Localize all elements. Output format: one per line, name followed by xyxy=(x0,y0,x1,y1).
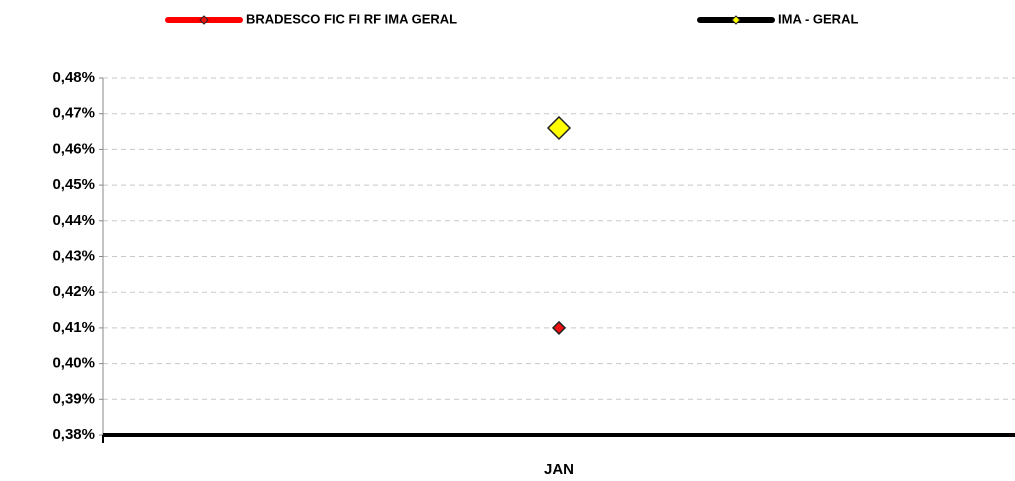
x-tick-label: JAN xyxy=(544,461,574,478)
y-tick-label: 0,43% xyxy=(52,247,95,264)
marker xyxy=(546,115,572,141)
y-tick-label: 0,45% xyxy=(52,176,95,193)
y-tick-label: 0,38% xyxy=(52,426,95,443)
legend-label: IMA - GERAL xyxy=(778,11,858,26)
y-tick-label: 0,40% xyxy=(52,355,95,372)
y-tick-label: 0,47% xyxy=(52,105,95,122)
y-tick-label: 0,46% xyxy=(52,140,95,157)
marker xyxy=(551,320,567,335)
y-tick-label: 0,44% xyxy=(52,212,95,229)
legend-marker xyxy=(199,15,209,25)
legend-label: BRADESCO FIC FI RF IMA GERAL xyxy=(246,11,457,26)
y-tick-label: 0,42% xyxy=(52,283,95,300)
y-tick-label: 0,39% xyxy=(52,390,95,407)
legend-marker xyxy=(731,15,741,25)
y-tick-label: 0,48% xyxy=(52,69,95,86)
y-tick-label: 0,41% xyxy=(52,319,95,336)
